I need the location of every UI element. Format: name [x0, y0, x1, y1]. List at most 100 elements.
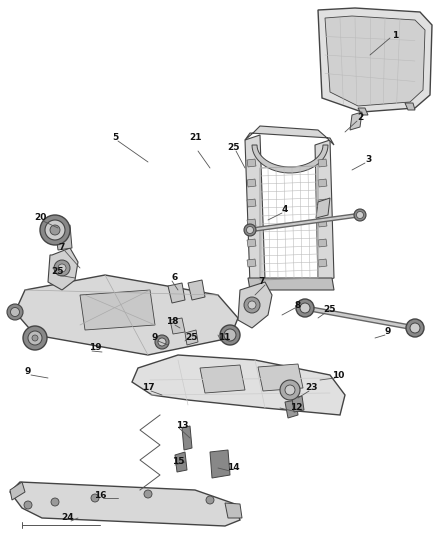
Polygon shape: [200, 365, 245, 393]
Circle shape: [244, 224, 256, 236]
Circle shape: [296, 299, 314, 317]
Polygon shape: [318, 259, 327, 267]
Text: 9: 9: [152, 334, 158, 343]
Circle shape: [158, 338, 166, 346]
Text: 21: 21: [189, 133, 201, 142]
Circle shape: [410, 323, 420, 333]
Text: 2: 2: [357, 114, 363, 123]
Polygon shape: [318, 199, 327, 207]
Circle shape: [357, 212, 364, 219]
Polygon shape: [10, 482, 240, 526]
Polygon shape: [258, 364, 303, 391]
Text: 25: 25: [227, 143, 239, 152]
Text: 25: 25: [52, 268, 64, 277]
Polygon shape: [318, 159, 327, 167]
Text: 24: 24: [62, 513, 74, 522]
Polygon shape: [168, 283, 185, 303]
Text: 10: 10: [332, 370, 344, 379]
Polygon shape: [247, 219, 256, 227]
Polygon shape: [247, 259, 256, 267]
Circle shape: [58, 264, 66, 272]
Text: 9: 9: [385, 327, 391, 336]
Text: 3: 3: [365, 156, 371, 165]
Polygon shape: [292, 396, 304, 412]
Text: 4: 4: [282, 206, 288, 214]
Text: 7: 7: [59, 244, 65, 253]
Polygon shape: [210, 450, 230, 478]
Polygon shape: [318, 179, 327, 187]
Text: 9: 9: [25, 367, 31, 376]
Circle shape: [51, 498, 59, 506]
Polygon shape: [188, 280, 205, 300]
Circle shape: [155, 335, 169, 349]
Text: 25: 25: [186, 334, 198, 343]
Circle shape: [300, 303, 310, 313]
Text: 23: 23: [306, 384, 318, 392]
Polygon shape: [316, 198, 330, 218]
Circle shape: [285, 385, 295, 395]
Polygon shape: [15, 275, 238, 355]
Circle shape: [91, 494, 99, 502]
Polygon shape: [358, 108, 368, 115]
Circle shape: [406, 319, 424, 337]
Circle shape: [244, 297, 260, 313]
Polygon shape: [247, 159, 256, 167]
Polygon shape: [48, 248, 78, 290]
Polygon shape: [315, 140, 334, 283]
Text: 5: 5: [112, 133, 118, 142]
Polygon shape: [318, 239, 327, 247]
Text: 11: 11: [218, 334, 230, 343]
Circle shape: [23, 326, 47, 350]
Circle shape: [248, 301, 256, 309]
Polygon shape: [247, 199, 256, 207]
Circle shape: [354, 209, 366, 221]
Text: 12: 12: [290, 403, 302, 413]
Circle shape: [224, 329, 236, 341]
Polygon shape: [225, 503, 242, 518]
Circle shape: [7, 304, 23, 320]
Polygon shape: [325, 16, 425, 106]
Polygon shape: [170, 318, 185, 334]
Polygon shape: [350, 112, 362, 130]
Polygon shape: [405, 103, 415, 110]
Text: 25: 25: [324, 305, 336, 314]
Polygon shape: [247, 239, 256, 247]
Text: 6: 6: [172, 273, 178, 282]
Polygon shape: [10, 482, 25, 500]
Circle shape: [28, 331, 42, 345]
Text: 16: 16: [94, 490, 106, 499]
Circle shape: [45, 220, 65, 240]
Circle shape: [144, 490, 152, 498]
Polygon shape: [238, 282, 272, 328]
Text: 15: 15: [172, 457, 184, 466]
Polygon shape: [245, 135, 265, 285]
Circle shape: [280, 380, 300, 400]
Polygon shape: [318, 219, 327, 227]
Text: 17: 17: [141, 384, 154, 392]
Circle shape: [24, 501, 32, 509]
Text: 13: 13: [176, 421, 188, 430]
Circle shape: [206, 496, 214, 504]
Circle shape: [54, 260, 70, 276]
Polygon shape: [182, 426, 192, 450]
Polygon shape: [80, 290, 155, 330]
Polygon shape: [175, 452, 187, 472]
Circle shape: [32, 335, 38, 341]
Text: 20: 20: [34, 214, 46, 222]
Polygon shape: [55, 225, 72, 250]
Polygon shape: [245, 126, 334, 145]
Polygon shape: [252, 145, 328, 173]
Text: 1: 1: [392, 30, 398, 39]
Polygon shape: [318, 8, 432, 112]
Text: 18: 18: [166, 318, 178, 327]
Circle shape: [11, 308, 20, 317]
Circle shape: [247, 227, 254, 233]
Circle shape: [220, 325, 240, 345]
Text: 19: 19: [88, 343, 101, 352]
Circle shape: [50, 225, 60, 235]
Polygon shape: [285, 400, 298, 418]
Polygon shape: [247, 179, 256, 187]
Polygon shape: [248, 278, 334, 290]
Text: 14: 14: [227, 464, 239, 472]
Text: 8: 8: [295, 301, 301, 310]
